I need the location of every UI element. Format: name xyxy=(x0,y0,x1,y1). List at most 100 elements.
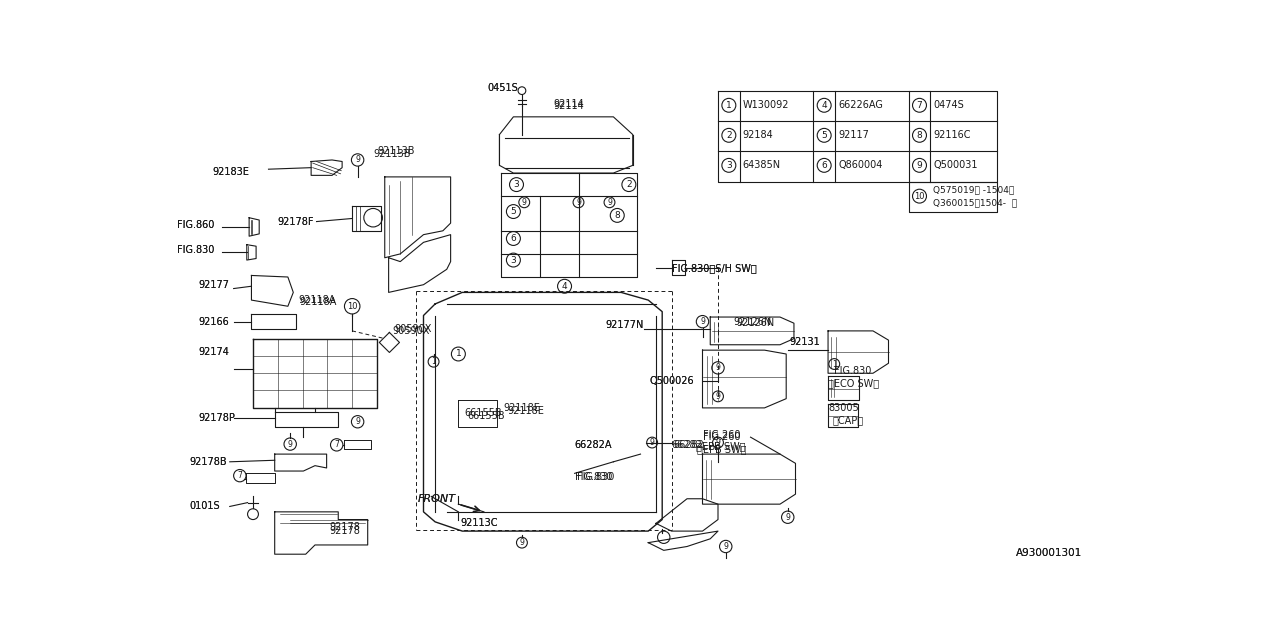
Text: 92183E: 92183E xyxy=(212,166,250,177)
Text: 9: 9 xyxy=(786,513,790,522)
Text: FIG.830: FIG.830 xyxy=(177,245,215,255)
Text: 66282: 66282 xyxy=(673,440,704,450)
Text: 92178P: 92178P xyxy=(198,413,236,423)
Text: 9: 9 xyxy=(607,198,612,207)
Text: 92174: 92174 xyxy=(198,348,229,358)
Text: 92177N: 92177N xyxy=(605,320,644,330)
Text: FIG.260: FIG.260 xyxy=(703,430,740,440)
Text: 0451S: 0451S xyxy=(488,83,518,93)
Text: 9: 9 xyxy=(723,542,728,551)
Text: 〈EPB SW〉: 〈EPB SW〉 xyxy=(698,444,746,454)
Text: 92118A: 92118A xyxy=(298,295,335,305)
Text: 4: 4 xyxy=(562,282,567,291)
Text: 9: 9 xyxy=(355,417,360,426)
Text: FIG.260: FIG.260 xyxy=(703,432,740,442)
Text: 5: 5 xyxy=(511,207,516,216)
Text: 92178: 92178 xyxy=(329,522,360,532)
Text: 90590X: 90590X xyxy=(394,324,433,334)
Text: 92131: 92131 xyxy=(790,337,820,348)
Text: Q360015〈1504-  〉: Q360015〈1504- 〉 xyxy=(933,198,1016,207)
Text: 92177: 92177 xyxy=(198,280,229,290)
Text: 92166: 92166 xyxy=(198,317,229,326)
Text: 1: 1 xyxy=(832,360,837,369)
Text: 9: 9 xyxy=(520,538,525,547)
Text: 66282A: 66282A xyxy=(575,440,612,450)
Text: 92178: 92178 xyxy=(329,526,360,536)
Text: 90590X: 90590X xyxy=(393,326,430,336)
Text: 92174: 92174 xyxy=(198,348,229,358)
Text: 92116C: 92116C xyxy=(933,131,972,140)
Text: Q500031: Q500031 xyxy=(933,161,978,170)
Text: 9: 9 xyxy=(716,364,721,372)
Text: 66155B: 66155B xyxy=(467,411,504,420)
Text: 1: 1 xyxy=(431,357,436,366)
Text: Q500026: Q500026 xyxy=(650,376,695,386)
Text: 92113C: 92113C xyxy=(461,518,498,529)
Text: W130092: W130092 xyxy=(742,100,790,110)
Text: 4: 4 xyxy=(822,100,827,110)
Text: 9: 9 xyxy=(522,198,526,207)
Text: 92126N: 92126N xyxy=(736,318,774,328)
Text: 92113B: 92113B xyxy=(378,147,415,157)
Text: 8: 8 xyxy=(916,131,923,140)
Text: FIG.860: FIG.860 xyxy=(177,220,215,230)
Text: A930001301: A930001301 xyxy=(1016,548,1083,557)
Text: 〈EPB SW〉: 〈EPB SW〉 xyxy=(696,442,746,451)
Text: FIG.830: FIG.830 xyxy=(577,472,614,482)
Text: FRONT: FRONT xyxy=(417,494,456,504)
Text: 92178F: 92178F xyxy=(278,216,315,227)
Text: 92177: 92177 xyxy=(198,280,229,290)
Text: FIG.830〈S/H SW〉: FIG.830〈S/H SW〉 xyxy=(672,263,756,273)
Text: 66155B: 66155B xyxy=(465,408,502,419)
Text: FIG.830: FIG.830 xyxy=(177,245,215,255)
Text: Q860004: Q860004 xyxy=(838,161,882,170)
Text: 92118E: 92118E xyxy=(503,403,540,413)
Text: A930001301: A930001301 xyxy=(1016,548,1083,557)
Text: 6: 6 xyxy=(511,234,516,243)
Text: 0474S: 0474S xyxy=(933,100,964,110)
Text: 10: 10 xyxy=(347,301,357,311)
Text: 92114: 92114 xyxy=(553,99,584,109)
Text: FIG.830〈S/H SW〉: FIG.830〈S/H SW〉 xyxy=(672,263,756,273)
Text: 0101S: 0101S xyxy=(189,500,220,511)
Text: 64385N: 64385N xyxy=(742,161,781,170)
Text: 〈ECO SW〉: 〈ECO SW〉 xyxy=(828,378,879,388)
Text: FRONT: FRONT xyxy=(417,494,456,504)
Text: 9: 9 xyxy=(650,438,654,447)
Text: 92118E: 92118E xyxy=(507,406,544,416)
Text: 92178P: 92178P xyxy=(198,413,236,423)
Text: 9: 9 xyxy=(355,156,360,164)
Text: FIG.860: FIG.860 xyxy=(177,220,215,230)
Text: 92183E: 92183E xyxy=(212,166,250,177)
Text: 92166: 92166 xyxy=(198,317,229,326)
Text: 92178B: 92178B xyxy=(189,457,227,467)
Text: 92118A: 92118A xyxy=(300,296,337,307)
Text: 10: 10 xyxy=(914,191,924,201)
Text: 66282A: 66282A xyxy=(575,440,612,450)
Text: 83005: 83005 xyxy=(828,403,859,413)
Text: 2: 2 xyxy=(726,131,732,140)
Text: 5: 5 xyxy=(822,131,827,140)
Text: Q575019〈 -1504〉: Q575019〈 -1504〉 xyxy=(933,186,1014,195)
Text: 9: 9 xyxy=(288,440,293,449)
Text: 0101S: 0101S xyxy=(189,500,220,511)
Text: 92113C: 92113C xyxy=(461,518,498,529)
Text: 92113B: 92113B xyxy=(374,148,411,159)
Text: 1: 1 xyxy=(456,349,461,358)
Text: 66226AG: 66226AG xyxy=(838,100,883,110)
Text: 8: 8 xyxy=(614,211,620,220)
Text: 3: 3 xyxy=(726,161,732,170)
Text: 〈CAP〉: 〈CAP〉 xyxy=(833,415,864,425)
Text: 7: 7 xyxy=(334,440,339,449)
Text: 92178F: 92178F xyxy=(278,216,315,227)
Text: 92178B: 92178B xyxy=(189,457,227,467)
Text: 9: 9 xyxy=(716,392,721,401)
Text: 92114: 92114 xyxy=(553,101,584,111)
Text: 7: 7 xyxy=(237,471,242,480)
Text: 7: 7 xyxy=(916,100,923,110)
Text: 3: 3 xyxy=(511,255,516,264)
Text: 9: 9 xyxy=(576,198,581,207)
Text: 92126N: 92126N xyxy=(733,317,772,326)
Text: 92117: 92117 xyxy=(838,131,869,140)
Text: 92184: 92184 xyxy=(742,131,773,140)
